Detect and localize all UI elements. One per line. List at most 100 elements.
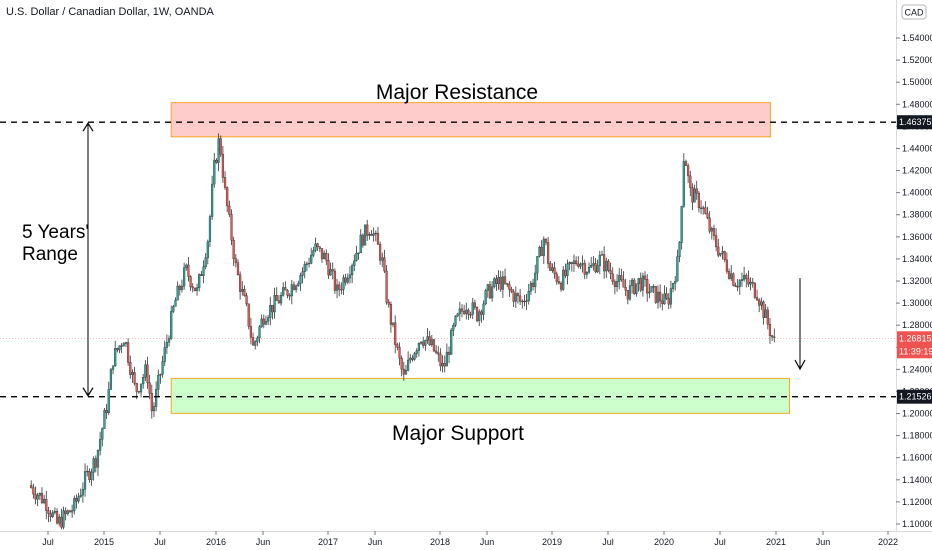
- candle: [189, 275, 192, 291]
- candle: [383, 249, 386, 274]
- candle: [540, 240, 543, 256]
- candle: [531, 278, 535, 291]
- candle: [654, 286, 657, 304]
- candle: [105, 404, 108, 420]
- range-arrow-head-up: [82, 122, 94, 132]
- candle: [596, 259, 599, 273]
- candle: [628, 279, 632, 301]
- candle: [577, 256, 580, 269]
- candle: [286, 289, 289, 299]
- candle: [452, 322, 455, 337]
- candle: [239, 271, 242, 300]
- candle: [413, 352, 416, 361]
- projection-arrow-head: [794, 359, 806, 371]
- major-resistance-label: Major Resistance: [376, 81, 538, 104]
- price-tick-label: 1.30000: [902, 298, 932, 308]
- candle: [127, 338, 130, 366]
- candle: [493, 277, 496, 289]
- candle: [139, 383, 143, 398]
- candle: [678, 241, 681, 263]
- svg-text:1.26815: 1.26815: [899, 333, 932, 343]
- price-tick-label: 1.16000: [902, 453, 932, 463]
- countdown-badge: 11:39:19: [897, 344, 932, 359]
- candle: [94, 455, 97, 473]
- candle: [575, 256, 578, 266]
- candle: [719, 253, 722, 257]
- candle: [346, 273, 349, 285]
- candle: [290, 280, 293, 305]
- currency-button-label[interactable]: CAD: [904, 8, 924, 18]
- candle: [66, 509, 69, 516]
- candle: [159, 373, 162, 384]
- candle: [721, 246, 724, 260]
- candle: [178, 284, 181, 296]
- candle: [697, 191, 700, 213]
- candle: [620, 268, 623, 282]
- candle: [471, 297, 474, 320]
- candle: [236, 259, 240, 276]
- candle: [146, 356, 149, 389]
- time-tick-label: Jul: [154, 537, 166, 547]
- currency-button[interactable]: CAD: [901, 4, 927, 20]
- candle: [133, 366, 136, 386]
- resistance-price-badge: 1.46375: [897, 115, 932, 130]
- candle: [103, 408, 106, 429]
- candle: [333, 268, 336, 294]
- candle: [251, 332, 255, 346]
- candle: [43, 494, 46, 505]
- candle: [351, 263, 354, 284]
- candle: [639, 272, 642, 293]
- candle: [717, 238, 720, 258]
- candle: [381, 252, 384, 268]
- candle: [68, 509, 72, 513]
- candle: [443, 355, 446, 373]
- candle: [394, 315, 397, 354]
- candle: [704, 201, 707, 215]
- candle: [607, 259, 610, 273]
- candle: [62, 506, 65, 530]
- candle: [439, 348, 442, 372]
- candle: [34, 486, 37, 505]
- candle: [114, 340, 117, 367]
- candle: [208, 214, 212, 248]
- time-tick-label: Jul: [714, 537, 726, 547]
- candle: [292, 281, 296, 291]
- candle: [495, 275, 498, 291]
- candle: [323, 250, 326, 260]
- zones-layer: [170, 102, 790, 414]
- candle: [325, 249, 328, 266]
- range-label-line-1: 5 Years': [22, 222, 89, 243]
- candle: [566, 259, 569, 285]
- candle: [437, 346, 440, 362]
- candle: [564, 263, 567, 279]
- time-tick-label: 2018: [430, 537, 450, 547]
- candle: [710, 226, 713, 240]
- candle: [458, 301, 461, 322]
- candle: [152, 402, 156, 418]
- candle: [613, 279, 616, 295]
- candle: [745, 273, 748, 288]
- candle: [320, 248, 324, 263]
- price-tick-label: 1.20000: [902, 409, 932, 419]
- candle: [624, 279, 627, 297]
- candle: [357, 252, 360, 260]
- candle: [475, 306, 479, 323]
- candle: [243, 285, 246, 297]
- candle: [198, 273, 201, 292]
- candle: [465, 302, 468, 320]
- candle: [58, 513, 61, 527]
- candle: [38, 492, 41, 500]
- currency-button-frame[interactable]: [901, 4, 927, 20]
- candle: [264, 315, 268, 326]
- candle: [254, 340, 257, 350]
- candle: [170, 305, 173, 340]
- candle: [482, 300, 485, 321]
- candle: [419, 341, 423, 345]
- candle: [81, 482, 84, 503]
- candle: [699, 200, 703, 215]
- candle: [559, 281, 563, 292]
- price-tick-label: 1.34000: [902, 254, 932, 264]
- candle: [277, 295, 280, 304]
- candle: [473, 299, 476, 310]
